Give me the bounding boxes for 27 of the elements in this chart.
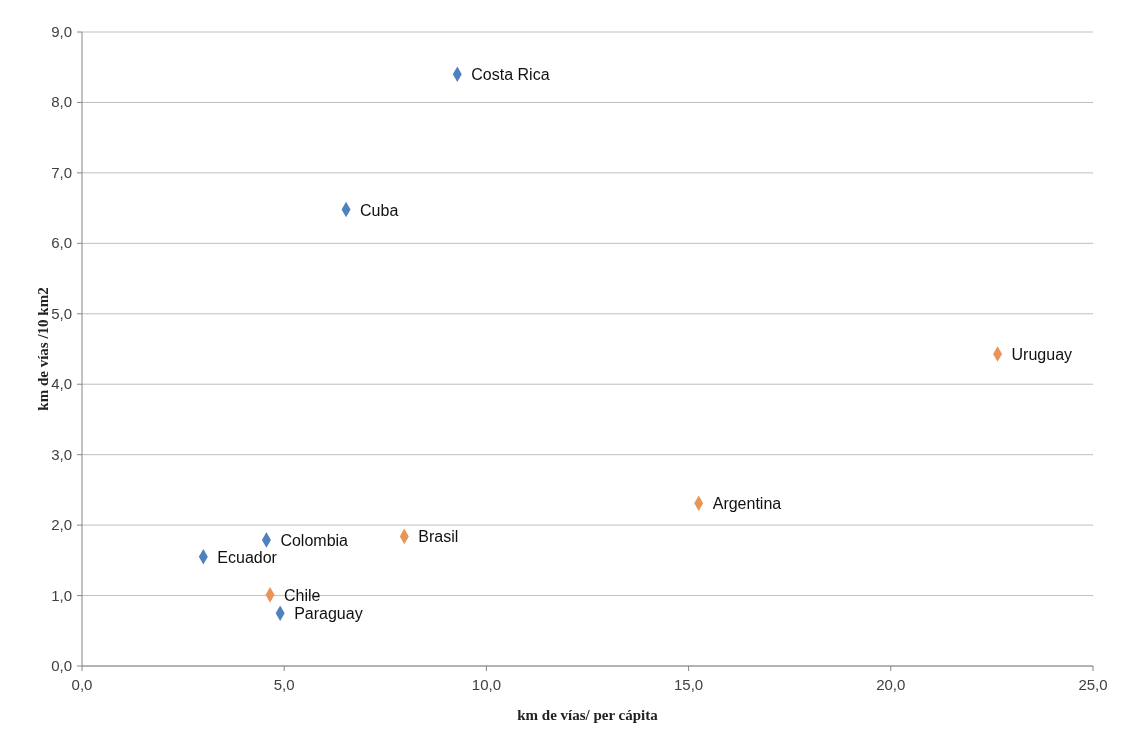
y-axis-title: km de vías /10 km2 bbox=[35, 287, 51, 411]
annotation: Argentina bbox=[712, 495, 782, 513]
x-tick-label: 15,0 bbox=[674, 676, 704, 693]
y-tick-label: 6,0 bbox=[51, 234, 72, 252]
annotation: Colombia bbox=[280, 531, 349, 549]
x-axis-title: km de vías/ per cápita bbox=[517, 707, 659, 723]
x-tick-label: 10,0 bbox=[471, 676, 501, 693]
y-tick-label: 5,0 bbox=[51, 304, 72, 322]
annotation: Ecuador bbox=[217, 548, 278, 566]
y-tick-label: 8,0 bbox=[51, 93, 72, 111]
annotation: Costa Rica bbox=[471, 66, 550, 84]
annotation: Chile bbox=[284, 586, 321, 604]
annotation: Paraguay bbox=[294, 605, 363, 623]
y-tick-label: 9,0 bbox=[51, 23, 72, 40]
annotation: Cuba bbox=[360, 201, 399, 219]
x-tick-label: 5,0 bbox=[273, 676, 295, 693]
y-tick-label: 4,0 bbox=[51, 375, 72, 393]
x-tick-label: 25,0 bbox=[1078, 676, 1108, 693]
annotation: Brasil bbox=[418, 528, 459, 546]
x-tick-label: 20,0 bbox=[876, 676, 906, 693]
y-tick-label: 0,0 bbox=[51, 657, 72, 674]
x-tick-label: 0,0 bbox=[71, 676, 93, 693]
y-tick-label: 2,0 bbox=[51, 516, 72, 534]
y-tick-label: 3,0 bbox=[51, 445, 72, 463]
y-tick-label: 7,0 bbox=[51, 163, 72, 181]
annotation: Uruguay bbox=[1011, 345, 1073, 363]
y-tick-label: 1,0 bbox=[51, 586, 72, 604]
